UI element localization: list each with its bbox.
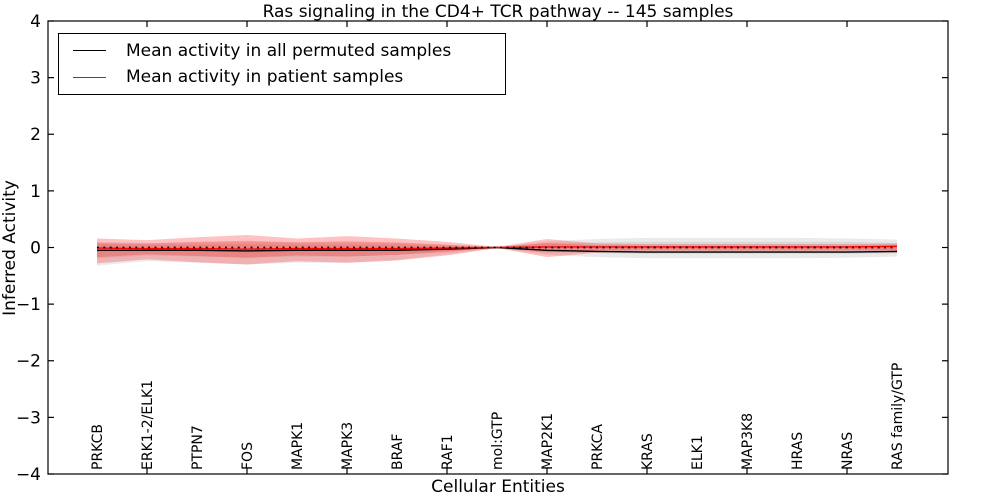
legend-label-patient: Mean activity in patient samples xyxy=(126,67,404,88)
y-tick-label: 4 xyxy=(30,12,41,32)
entity-label-prkca: PRKCA xyxy=(590,424,606,470)
y-tick-label: 2 xyxy=(30,125,41,145)
legend-label-permuted: Mean activity in all permuted samples xyxy=(126,40,452,61)
entity-label-map2k1: MAP2K1 xyxy=(540,413,556,470)
entity-label-raf1: RAF1 xyxy=(440,434,456,470)
band-permuted-std-inner xyxy=(97,241,897,259)
entity-label-ras-family-gtp: RAS family/GTP xyxy=(890,363,906,470)
entity-label-fos: FOS xyxy=(240,442,256,470)
entity-label-map3k8: MAP3K8 xyxy=(740,413,756,470)
y-tick-label: 0 xyxy=(30,238,41,258)
y-tick-label: −2 xyxy=(16,352,41,372)
legend-box: Mean activity in all permuted samples Me… xyxy=(58,33,506,95)
entity-label-kras: KRAS xyxy=(640,433,656,470)
entity-label-mapk1: MAPK1 xyxy=(290,422,306,470)
entity-label-braf: BRAF xyxy=(390,434,406,470)
permuted-line-swatch-icon xyxy=(73,50,106,52)
entity-label-mol-gtp: mol:GTP xyxy=(490,412,506,470)
y-axis-label: Inferred Activity xyxy=(0,180,20,316)
band-patient-std-inner xyxy=(97,240,897,258)
entity-label-erk1-2-elk1: ERK1-2/ELK1 xyxy=(140,380,156,470)
chart-title: Ras signaling in the CD4+ TCR pathway --… xyxy=(262,2,734,22)
legend-entry-patient: Mean activity in patient samples xyxy=(59,67,505,87)
entity-label-nras: NRAS xyxy=(840,432,856,470)
entity-label-ptpn7: PTPN7 xyxy=(190,425,206,470)
band-permuted-std-outer xyxy=(97,237,897,266)
entity-label-elk1: ELK1 xyxy=(690,435,706,470)
y-tick-label: 1 xyxy=(30,182,41,202)
y-tick-label: −3 xyxy=(16,408,41,428)
band-patient-std-outer xyxy=(97,235,897,265)
legend-entry-permuted: Mean activity in all permuted samples xyxy=(59,41,505,61)
entity-label-mapk3: MAPK3 xyxy=(340,422,356,470)
y-tick-label: −1 xyxy=(16,295,41,315)
entity-label-hras: HRAS xyxy=(790,432,806,470)
x-axis-label: Cellular Entities xyxy=(431,477,565,497)
y-tick-label: −4 xyxy=(16,465,41,485)
patient-line-swatch-icon xyxy=(73,76,106,78)
y-tick-label: 3 xyxy=(30,69,41,89)
entity-label-prkcb: PRKCB xyxy=(90,424,106,470)
